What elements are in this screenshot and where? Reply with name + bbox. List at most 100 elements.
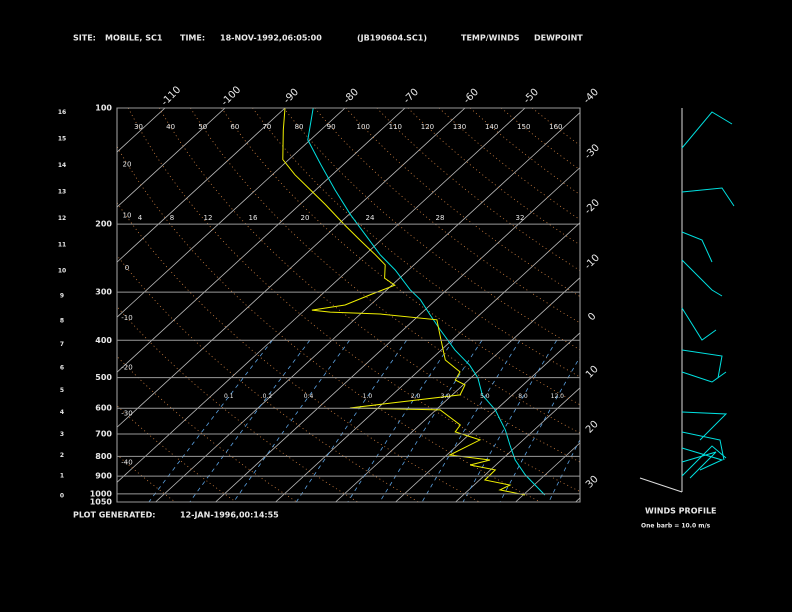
dry-adiabat-label: -10 [121, 314, 132, 322]
dry-adiabat-label: 100 [357, 123, 370, 131]
isotherm [455, 387, 580, 502]
wind-barb [681, 307, 717, 341]
wind-barb [681, 259, 723, 297]
moist-adiabat-label: 12 [204, 214, 213, 222]
height-label: 12 [58, 215, 66, 222]
site: MOBILE, SC1 [105, 34, 163, 43]
dry-adiabat-label: 140 [485, 123, 498, 131]
mixing-ratio-line [499, 356, 580, 502]
height-label: 10 [58, 267, 66, 274]
mixing-ratio-line [462, 340, 558, 502]
wind-barb [681, 349, 723, 379]
pressure-label: 600 [95, 404, 112, 413]
height-label: 1 [60, 472, 64, 479]
file: (JB190604.SC1) [357, 34, 427, 43]
wind-barb [681, 231, 713, 263]
moist-adiabat-label: 28 [436, 214, 445, 222]
pressure-label: 900 [95, 472, 112, 481]
dry-adiabat-label: -30 [121, 410, 132, 418]
isotherm [117, 108, 406, 373]
legend-entry: TEMP/WINDS [461, 34, 520, 43]
moist-adiabat-label: 4 [138, 214, 143, 222]
height-label: 4 [60, 409, 64, 416]
moist-adiabat-label: 20 [301, 214, 310, 222]
height-label: 5 [60, 387, 64, 394]
pressure-label: 1050 [90, 498, 113, 507]
isotherm [155, 112, 580, 502]
mixing-ratio-label: 0.4 [304, 393, 314, 400]
dry-adiabat-label: 60 [230, 123, 239, 131]
isotherm [117, 108, 346, 318]
height-label: 2 [60, 452, 64, 459]
dry-adiabat [117, 254, 419, 502]
pressure-label: 1000 [90, 489, 113, 498]
dry-adiabat [117, 145, 541, 502]
mixing-ratio-line [295, 340, 407, 502]
height-label: 13 [58, 188, 66, 195]
dry-adiabat-label: 0 [125, 264, 129, 272]
mixing-ratio-label: 0.1 [224, 393, 234, 400]
profile-line [282, 108, 526, 496]
dry-adiabat-label: 30 [134, 123, 143, 131]
height-label: 3 [60, 431, 64, 438]
winds-title: WINDS PROFILE [645, 507, 717, 516]
pressure-label: 800 [95, 452, 112, 461]
pressure-label: 200 [95, 220, 112, 229]
pressure-label: 700 [95, 430, 112, 439]
profile-line [307, 108, 546, 496]
height-label: 11 [58, 241, 66, 248]
isotherm [117, 108, 466, 428]
dry-adiabat [127, 108, 580, 492]
legend-entry: DEWPOINT [534, 34, 583, 43]
dry-adiabat-label: 50 [198, 123, 207, 131]
wind-barb [681, 111, 733, 149]
mixing-ratio-line [379, 340, 483, 502]
mixing-ratio-line [233, 340, 350, 502]
pressure-label: 400 [95, 336, 112, 345]
generated-label: PLOT GENERATED: [73, 511, 155, 520]
wind-barb [681, 371, 727, 383]
dry-adiabat-label: 160 [549, 123, 562, 131]
time-label: TIME: [180, 34, 205, 43]
mixing-ratio-label: 1.0 [363, 393, 373, 400]
mixing-ratio-line [148, 340, 273, 502]
wind-barb [681, 445, 727, 477]
wind-barb [681, 431, 725, 461]
dry-adiabat-label: 40 [166, 123, 175, 131]
isotherm [117, 108, 526, 483]
height-label: 7 [60, 341, 64, 348]
wind-barb [681, 187, 735, 207]
mixing-ratio-label: 12.0 [551, 393, 565, 400]
wind-barb [681, 411, 728, 441]
height-label: 0 [60, 493, 64, 500]
wind-profile [639, 108, 683, 493]
moist-adiabat-label: 32 [516, 214, 525, 222]
height-label: 8 [60, 317, 64, 324]
height-label: 14 [58, 162, 66, 169]
plot-area [117, 108, 580, 502]
height-label: 9 [60, 293, 64, 300]
dry-adiabat-label: 10 [123, 212, 132, 220]
winds-note: One barb = 10.0 m/s [641, 523, 711, 530]
mixing-ratio-line [189, 340, 311, 502]
dry-adiabat-label: -20 [121, 363, 132, 371]
moist-adiabat-label: 16 [249, 214, 258, 222]
dry-adiabat-label: 70 [262, 123, 271, 131]
dry-adiabat-label: -40 [121, 459, 132, 467]
moist-adiabat-label: 8 [170, 214, 174, 222]
site-label: SITE: [73, 34, 96, 43]
dry-adiabat-label: 110 [389, 123, 402, 131]
isotherm [117, 108, 226, 208]
height-label: 6 [60, 364, 64, 371]
mixing-ratio-label: 3.0 [441, 393, 451, 400]
mixing-ratio-label: 0.2 [263, 393, 273, 400]
isotherm [275, 222, 580, 502]
dry-adiabat-label: 20 [123, 160, 132, 168]
generated: 12-JAN-1996,00:14:55 [180, 511, 279, 520]
mixing-ratio-label: 2.0 [411, 393, 421, 400]
wind-barb [681, 451, 717, 479]
dry-adiabat-label: 80 [295, 123, 304, 131]
pressure-label: 500 [95, 373, 112, 382]
